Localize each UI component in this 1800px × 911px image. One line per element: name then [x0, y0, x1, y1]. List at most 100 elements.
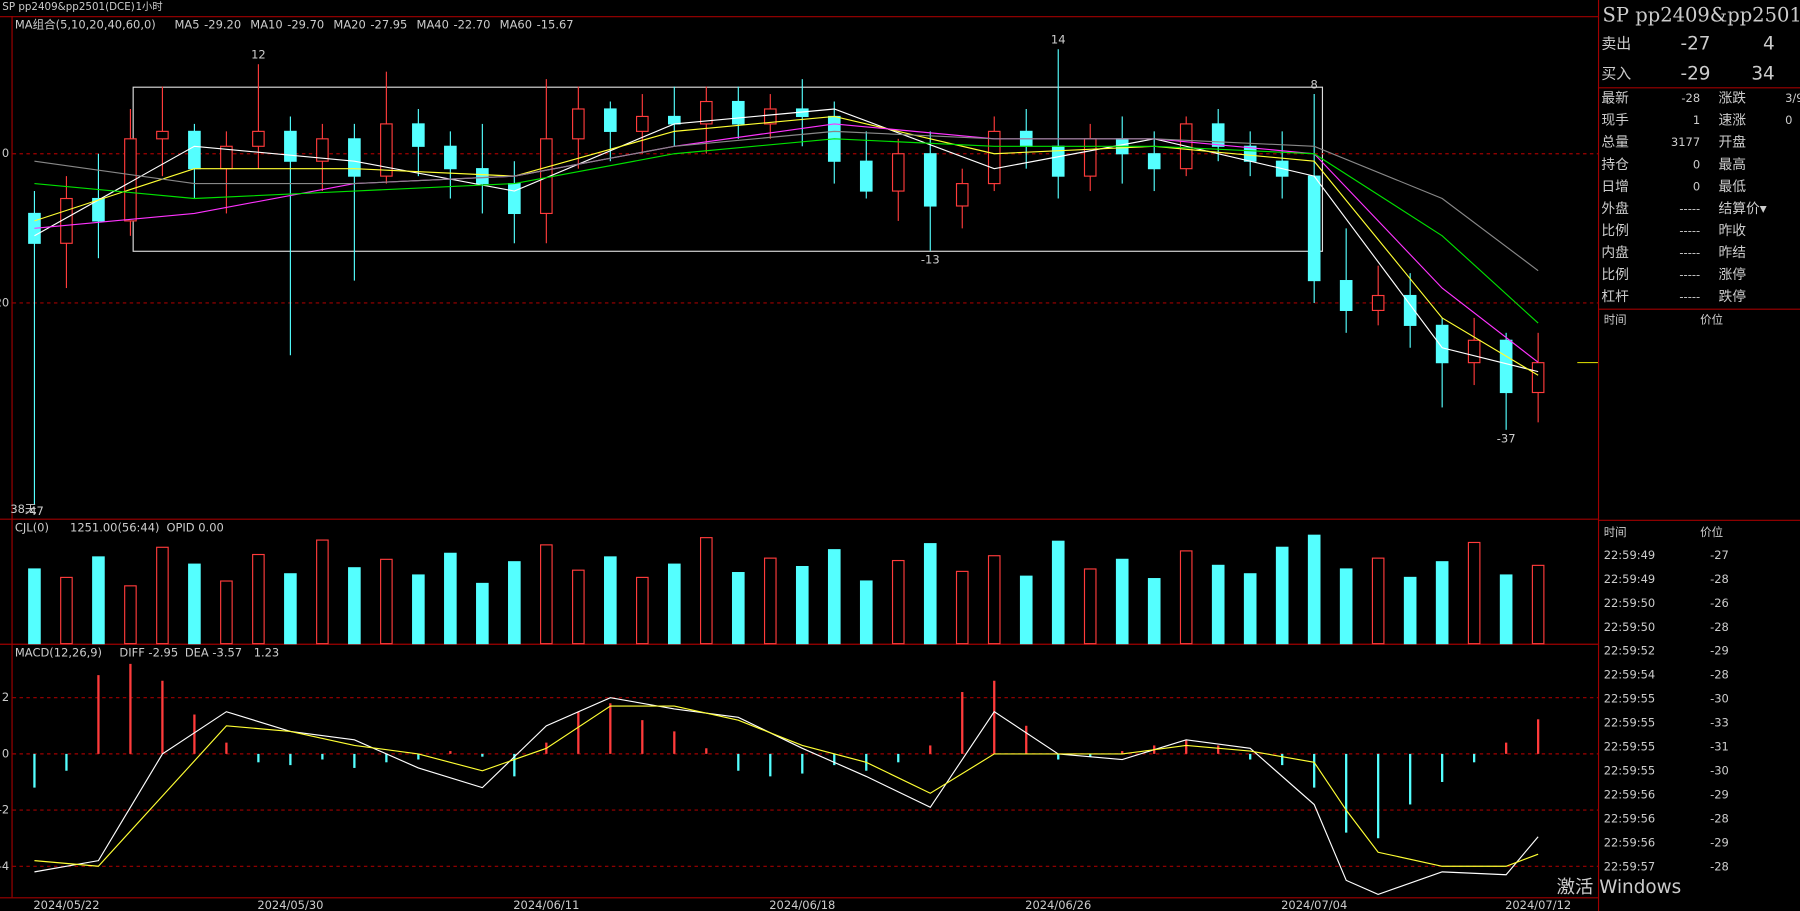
x-tick-label: 2024/05/22: [33, 898, 99, 911]
volume-bar: [60, 576, 73, 645]
ma-line: [34, 115, 1539, 376]
volume-bar: [1115, 558, 1129, 645]
volume-bar: [380, 558, 393, 645]
tick-price: -28: [1710, 668, 1729, 682]
volume-bar: [572, 569, 585, 645]
stat-label: 持仓: [1601, 157, 1629, 173]
candle-body: [572, 108, 585, 140]
volume-bar: [252, 553, 265, 645]
book-qty: 4: [1763, 34, 1775, 55]
volume-bar: [476, 582, 489, 645]
period[interactable]: 1小时: [135, 1, 162, 13]
volume-title: CJL(0): [15, 520, 49, 534]
volume-bar: [412, 574, 425, 645]
volume-bar: [923, 543, 937, 645]
volume-bar: [1339, 568, 1353, 645]
candle-body: [1467, 339, 1481, 364]
volume-bar: [1243, 573, 1257, 645]
volume-bar: [1083, 568, 1097, 645]
volume-bar: [92, 556, 105, 645]
tick-time: 22:59:49: [1604, 548, 1656, 562]
stat-label: 总量: [1601, 135, 1629, 151]
period-label: 38天: [10, 502, 37, 516]
volume-bar: [508, 561, 521, 645]
volume-bar: [1019, 575, 1033, 645]
volume-bar: [1531, 564, 1545, 645]
stat-label: 现手: [1601, 113, 1629, 129]
column-header: 价位: [1700, 525, 1723, 539]
stat-label: 日增: [1601, 179, 1629, 195]
stat-label: 最低: [1718, 179, 1746, 195]
annotation: -47: [25, 504, 44, 518]
tick-price: -33: [1710, 716, 1729, 730]
tick-time: 22:59:52: [1604, 644, 1656, 658]
legend-value: -29.20: [204, 18, 241, 32]
volume-bar: [1499, 574, 1513, 645]
candle-body: [604, 108, 617, 132]
legend-name: MA40: [417, 18, 449, 32]
stat-value: -28: [1681, 91, 1700, 105]
tick-price: -27: [1710, 548, 1729, 562]
candle-body: [252, 130, 265, 147]
tick-time: 22:59:50: [1604, 620, 1656, 634]
legend-value: -22.70: [454, 18, 491, 32]
x-tick-label: 2024/07/12: [1505, 898, 1571, 911]
candle-body: [699, 100, 713, 125]
y-tick-label: -20: [0, 295, 9, 309]
stat-value: 0: [1693, 179, 1700, 193]
tick-price: -28: [1710, 860, 1729, 874]
stat-value: -----: [1679, 267, 1700, 281]
volume-bar: [1179, 550, 1193, 645]
volume-bar: [827, 549, 841, 645]
candle-body: [60, 197, 73, 244]
ma-line: [34, 697, 1539, 895]
volume-bar: [891, 559, 905, 645]
candle-body: [1339, 280, 1353, 312]
candle-body: [955, 183, 969, 207]
book-label: 卖出: [1601, 35, 1631, 53]
candle-body: [1211, 123, 1225, 147]
volume-bar: [955, 570, 969, 645]
annotation: 12: [251, 48, 266, 62]
legend-value: -27.95: [370, 18, 407, 32]
ma-line: [34, 138, 1539, 324]
book-price: -27: [1680, 34, 1710, 55]
tick-time: 22:59:55: [1604, 692, 1656, 706]
stat-label: 速涨: [1718, 113, 1746, 129]
candle-body: [891, 153, 905, 192]
macd-title: MACD(12,26,9): [15, 645, 102, 659]
candle-body: [1083, 138, 1097, 177]
volume-bar: [124, 585, 137, 645]
candle-body: [508, 183, 521, 215]
tick-price: -30: [1710, 764, 1729, 778]
y-tick-label: -4: [0, 859, 9, 873]
stat-value: 1: [1693, 113, 1700, 127]
tick-price: -26: [1710, 596, 1729, 610]
book-qty: 34: [1751, 64, 1774, 85]
stat-label: 最新: [1601, 91, 1629, 107]
tick-time: 22:59:56: [1604, 788, 1656, 802]
volume-bar: [1403, 576, 1417, 645]
volume-bar: [604, 556, 617, 645]
stat-value: 0: [1785, 113, 1792, 127]
stat-label: 开盘: [1718, 134, 1746, 151]
tick-price: -31: [1710, 740, 1729, 754]
tick-price: -30: [1710, 692, 1729, 706]
volume-bar: [763, 557, 777, 645]
stat-value: 3177: [1671, 135, 1700, 149]
symbol: SP pp2409&pp2501(DCE): [2, 1, 135, 13]
tick-time: 22:59:55: [1604, 764, 1656, 778]
tick-price: -29: [1710, 788, 1729, 802]
stat-label: 跌停: [1718, 288, 1746, 305]
ma-line: [34, 705, 1539, 867]
watermark: 激活 Windows: [1557, 877, 1682, 898]
stat-label: 结算价▾: [1718, 201, 1766, 217]
y-tick-label: 2: [2, 690, 9, 704]
tick-time: 22:59:54: [1604, 668, 1656, 682]
tick-time: 22:59:50: [1604, 596, 1656, 610]
x-tick-label: 2024/06/11: [513, 898, 579, 911]
volume-opid: OPID 0.00: [166, 520, 223, 534]
stat-value: -----: [1679, 201, 1700, 215]
